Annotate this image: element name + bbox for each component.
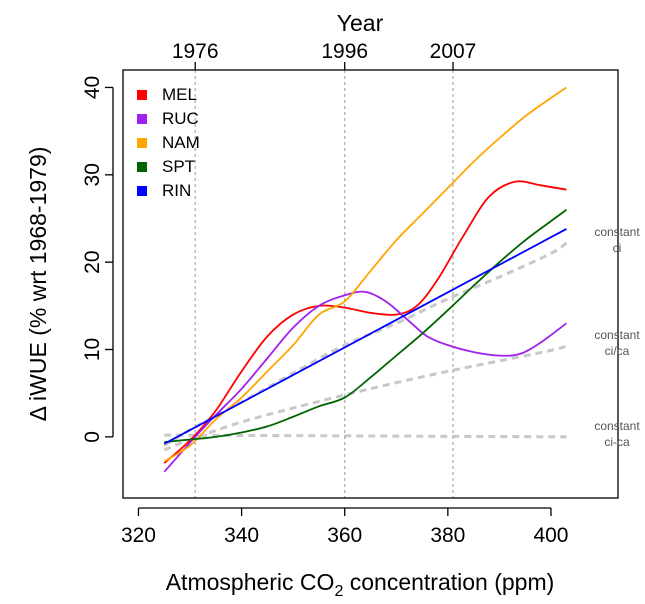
x-tick-label-320: 320 xyxy=(121,524,156,547)
x-axis: 320 340 360 380 400 xyxy=(121,507,568,547)
y-tick-label-0: 0 xyxy=(81,431,104,443)
legend-swatch-spt xyxy=(137,162,147,172)
reference-line-labels: constant ci constant ci/ca constant ci-ca xyxy=(594,225,640,449)
legend-swatch-rin xyxy=(137,186,147,196)
legend-swatch-mel xyxy=(137,90,147,100)
top-axis: 1976 1996 2007 xyxy=(172,40,477,70)
reference-line-ci-ca-label-line1: constant xyxy=(594,328,640,342)
legend-label-spt: SPT xyxy=(162,157,195,176)
top-tick-label-1996: 1996 xyxy=(321,40,368,63)
x-tick-label-380: 380 xyxy=(430,524,465,547)
top-tick-label-1976: 1976 xyxy=(172,40,219,63)
legend: MEL RUC NAM SPT RIN xyxy=(137,85,200,200)
legend-label-ruc: RUC xyxy=(162,109,199,128)
legend-label-nam: NAM xyxy=(162,133,200,152)
legend-swatch-nam xyxy=(137,138,147,148)
legend-label-rin: RIN xyxy=(162,181,191,200)
series-line-rin xyxy=(163,228,567,445)
y-axis: 0 10 20 30 40 xyxy=(81,76,114,443)
x-axis-title: Atmospheric CO2 concentration (ppm) xyxy=(166,569,555,600)
reference-line-ci-label-line2: ci xyxy=(613,241,622,255)
x-axis-title-prefix: Atmospheric CO xyxy=(166,569,335,595)
reference-line-ci-ca xyxy=(163,344,567,452)
x-tick-label-360: 360 xyxy=(327,524,362,547)
top-tick-label-2007: 2007 xyxy=(430,40,477,63)
y-tick-label-40: 40 xyxy=(81,76,104,99)
x-tick-label-340: 340 xyxy=(224,524,259,547)
y-tick-label-10: 10 xyxy=(81,338,104,361)
y-axis-title: Δ iWUE (% wrt 1968-1979) xyxy=(25,147,51,422)
x-tick-label-400: 400 xyxy=(533,524,568,547)
reference-line-ci-label-line1: constant xyxy=(594,225,640,239)
series-line-mel xyxy=(163,180,567,464)
series-line-nam xyxy=(163,86,567,463)
plot-frame xyxy=(122,69,619,499)
legend-swatch-ruc xyxy=(137,114,147,124)
reference-line-ci-ca-label-line2: ci-ca xyxy=(604,435,630,449)
series-line-ruc xyxy=(163,290,567,473)
series-line-spt xyxy=(164,209,567,443)
reference-line-ci-ca-label-line1: constant xyxy=(594,419,640,433)
reference-line-ci-ca-label-line2: ci/ca xyxy=(605,344,630,358)
x-axis-title-subscript: 2 xyxy=(334,583,343,600)
legend-label-mel: MEL xyxy=(162,85,197,104)
y-tick-label-20: 20 xyxy=(81,250,104,273)
x-axis-title-suffix: concentration (ppm) xyxy=(343,569,554,595)
top-axis-title: Year xyxy=(337,10,384,36)
y-tick-label-30: 30 xyxy=(81,163,104,186)
series-lines xyxy=(163,86,567,473)
